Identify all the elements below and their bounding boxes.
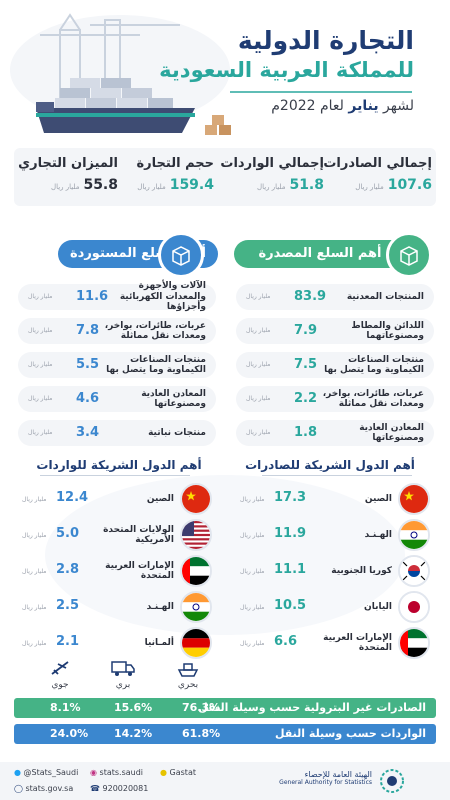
mode-sea-label: بحري bbox=[177, 680, 199, 690]
phone-icon: ☎ bbox=[90, 784, 100, 793]
instagram-link[interactable]: ◉ stats.saudi bbox=[90, 768, 144, 777]
instagram-icon: ◉ bbox=[90, 768, 97, 777]
list-item: عربات، طائرات، بواخر، ومعدات نقل مماثلة … bbox=[236, 386, 434, 412]
kpi-strip: إجمالي الصادرات 107.6مليار ريال إجمالي ا… bbox=[14, 148, 436, 206]
partner-row: الصين 17.3 مليار ريال bbox=[236, 482, 434, 516]
list-item: المعادن العادية ومصنوعاتها 4.6 مليار ريا… bbox=[18, 386, 216, 412]
partner-row: الإمارات العربية المتحدة 6.6 مليار ريال bbox=[236, 626, 434, 660]
korea-flag-icon bbox=[398, 555, 430, 587]
port-illustration bbox=[10, 13, 412, 135]
list-item: منتجات نباتية 3.4 مليار ريال bbox=[18, 420, 216, 446]
page-title: التجارة الدولية bbox=[237, 26, 414, 55]
ship-icon bbox=[36, 108, 195, 133]
list-item: الآلات والأجهزة والمعدات الكهربائية وأجز… bbox=[18, 281, 216, 312]
globe-icon: ◯ bbox=[14, 784, 23, 793]
website-link[interactable]: ◯ stats.gov.sa bbox=[14, 784, 74, 793]
list-item: منتجات الصناعات الكيماوية وما يتصل بها 7… bbox=[236, 352, 434, 378]
kpi-volume-value: 159.4 bbox=[169, 177, 214, 193]
usa-flag-icon bbox=[180, 519, 212, 551]
partner-row: اليابان 10.5 مليار ريال bbox=[236, 590, 434, 624]
partner-row: الهـنـد 11.9 مليار ريال bbox=[236, 518, 434, 552]
china-flag-icon bbox=[180, 483, 212, 515]
mode-air-label: جوي bbox=[51, 680, 69, 690]
snapchat-link[interactable]: ● Gastat bbox=[160, 768, 196, 777]
page-subtitle-country: للمملكة العربية السعودية bbox=[159, 58, 414, 82]
uae-flag-icon bbox=[398, 627, 430, 659]
snapchat-icon: ● bbox=[160, 768, 167, 777]
kpi-balance-value: 55.8 bbox=[83, 177, 118, 193]
partner-row: الهـنـد 2.5 مليار ريال bbox=[18, 590, 216, 624]
phone-number: ☎ 920020081 bbox=[90, 784, 149, 793]
import-partners-title: أهم الدول الشريكة للواردات bbox=[36, 458, 202, 472]
partner-row: كوريا الجنوبية 11.1 مليار ريال bbox=[236, 554, 434, 588]
partner-row: ألمـانيا 2.1 مليار ريال bbox=[18, 626, 216, 660]
list-item: عربات، طائرات، بواخر، ومعدات نقل مماثلة … bbox=[18, 318, 216, 344]
partner-row: الصين 12.4 مليار ريال bbox=[18, 482, 216, 516]
kpi-imports: إجمالي الواردات 51.8مليار ريال bbox=[220, 156, 324, 193]
partner-row: الولايات المتحدة الأمريكية 5.0 مليار ريا… bbox=[18, 518, 216, 552]
kpi-imports-value: 51.8 bbox=[289, 177, 324, 193]
india-flag-icon bbox=[398, 519, 430, 551]
header: التجارة الدولية للمملكة العربية السعودية… bbox=[0, 0, 450, 150]
kpi-balance: الميزان التجاري 55.8مليار ريال bbox=[18, 156, 118, 193]
india-flag-icon bbox=[180, 591, 212, 623]
export-partners-title: أهم الدول الشريكة للصادرات bbox=[245, 458, 415, 472]
containers bbox=[55, 78, 173, 108]
airplane-icon bbox=[51, 661, 69, 675]
list-item: المنتجات المعدنية 83.9 مليار ريال bbox=[236, 284, 434, 310]
list-item: اللدائن والمطاط ومصنوعاتهما 7.9 مليار ري… bbox=[236, 318, 434, 344]
kpi-volume: حجم التجارة 159.4مليار ريال bbox=[136, 156, 214, 193]
period-label: لشهر يناير لعام 2022م bbox=[271, 98, 414, 114]
divider bbox=[40, 475, 190, 476]
kpi-exports: إجمالي الصادرات 107.6مليار ريال bbox=[323, 156, 432, 193]
non-oil-exports-transport-bar: الصادرات غير البترولية حسب وسيلة النقل 7… bbox=[14, 698, 436, 718]
truck-icon bbox=[111, 661, 135, 676]
imports-transport-bar: الواردات حسب وسيلة النقل 61.8% 14.2% 24.… bbox=[14, 724, 436, 744]
gastat-logo bbox=[380, 769, 404, 793]
divider bbox=[262, 475, 412, 476]
footer: ● @Stats_Saudi ◉ stats.saudi ● Gastat ◯ … bbox=[0, 762, 450, 800]
mode-land-label: بري bbox=[115, 680, 131, 690]
ship-icon bbox=[177, 663, 199, 677]
china-flag-icon bbox=[398, 483, 430, 515]
uae-flag-icon bbox=[180, 555, 212, 587]
crane-icon bbox=[40, 13, 180, 120]
list-item: المعادن العادية ومصنوعاتها 1.8 مليار ريا… bbox=[236, 420, 434, 446]
germany-flag-icon bbox=[180, 627, 212, 659]
exported-goods-header: أهم السلع المصدرة bbox=[234, 240, 406, 268]
twitter-link[interactable]: ● @Stats_Saudi bbox=[14, 768, 79, 777]
box-import-icon bbox=[158, 232, 204, 278]
twitter-icon: ● bbox=[14, 768, 21, 777]
list-item: منتجات الصناعات الكيماوية وما يتصل بها 5… bbox=[18, 352, 216, 378]
world-map-background bbox=[45, 475, 405, 635]
kpi-exports-value: 107.6 bbox=[387, 177, 432, 193]
box-export-icon bbox=[386, 232, 432, 278]
gastat-logo-text: الهيئة العامة للإحصاء General Authority … bbox=[279, 770, 372, 786]
japan-flag-icon bbox=[398, 591, 430, 623]
partner-row: الإمارات العربية المتحدة 2.8 مليار ريال bbox=[18, 554, 216, 588]
